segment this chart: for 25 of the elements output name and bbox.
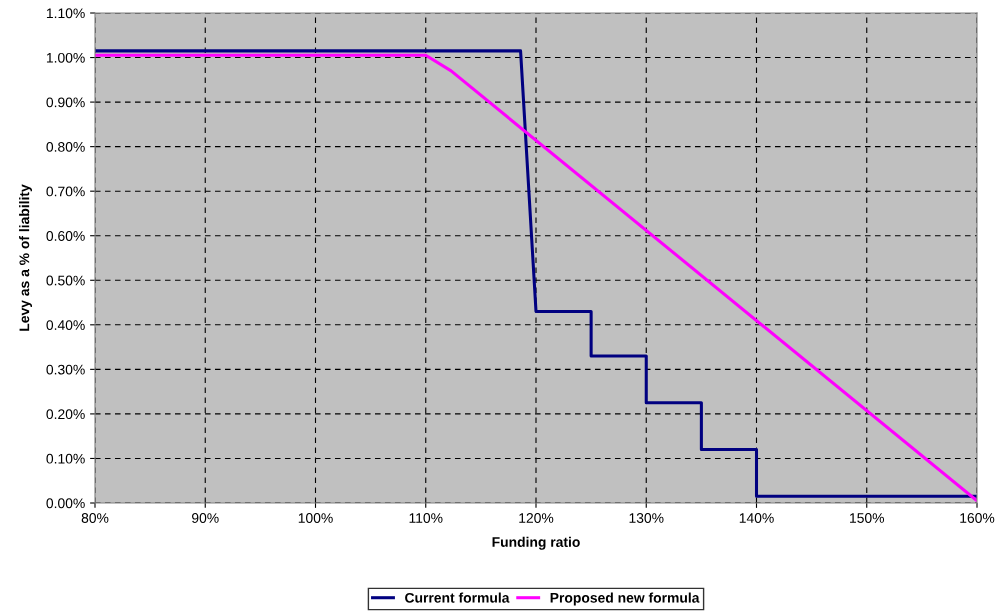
x-tick-label: 120% (519, 513, 554, 523)
x-tick-label: 110% (409, 513, 443, 523)
legend-label: Current formula (405, 592, 510, 603)
y-tick-label: 1.00% (46, 52, 85, 63)
x-tick-label: 150% (850, 513, 885, 523)
y-tick-label: 1.10% (46, 8, 85, 19)
y-tick-label: 0.90% (46, 97, 85, 108)
y-tick-label: 0.10% (46, 453, 85, 464)
legend-label: Proposed new formula (550, 592, 700, 606)
x-tick-label: 130% (629, 513, 664, 523)
y-tick-label: 0.70% (46, 186, 85, 197)
x-tick-label: 100% (298, 513, 333, 523)
y-tick-label: 0.50% (46, 275, 85, 286)
x-tick-label: 90% (192, 513, 219, 523)
y-tick-label: 0.40% (46, 320, 85, 330)
x-tick-label: 140% (739, 513, 774, 523)
y-tick-label: 0.60% (46, 231, 85, 241)
y-tick-label: 0.80% (46, 141, 85, 152)
x-tick-label: 80% (81, 513, 109, 523)
x-axis-title: Funding ratio (492, 536, 580, 550)
y-axis-title: Levy as a % of liability (19, 184, 33, 331)
x-tick-label: 160% (960, 513, 995, 523)
y-tick-label: 0.30% (46, 364, 85, 375)
y-tick-label: 0.20% (46, 409, 85, 420)
y-tick-label: 0.00% (46, 498, 85, 509)
